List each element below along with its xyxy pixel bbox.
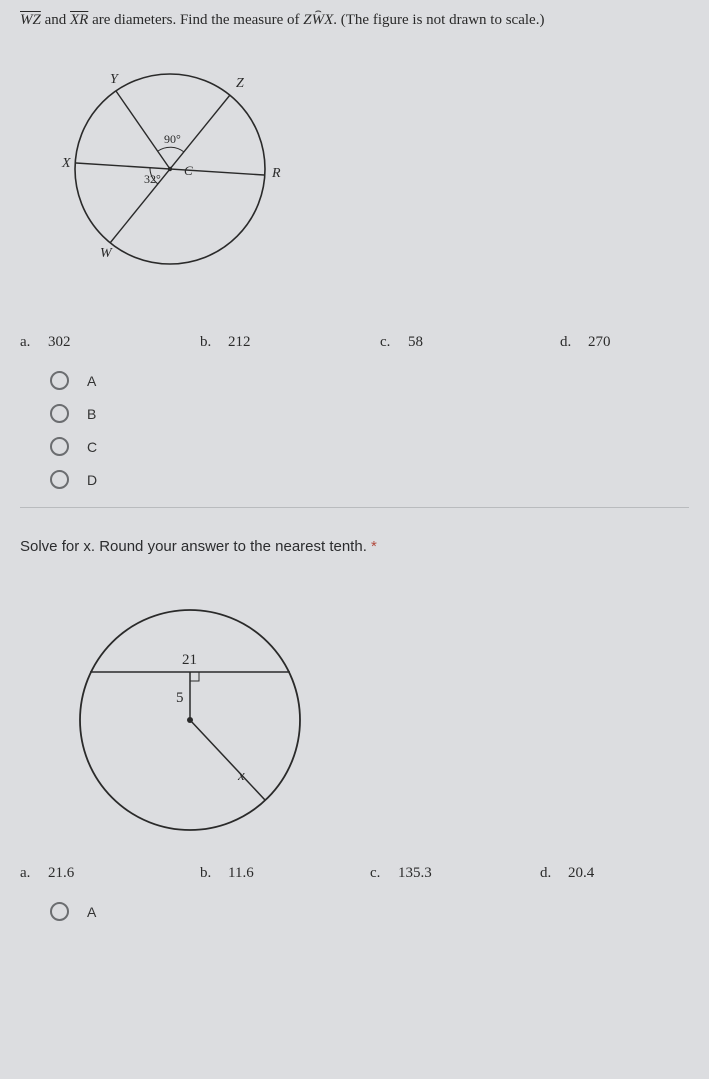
divider [20, 507, 689, 508]
q1-option-a[interactable]: A [50, 371, 689, 390]
perp-5: 5 [176, 690, 184, 706]
q1-figure: Y Z X R W C 90° 32° [50, 59, 689, 294]
q1-option-b[interactable]: B [50, 404, 689, 423]
label-r: R [271, 166, 281, 181]
seg-wz: WZ [20, 12, 41, 28]
label-c: C [184, 163, 193, 178]
angle-90: 90° [164, 132, 181, 146]
q1-options: A B C D [50, 371, 689, 489]
q1-prompt: WZ and XR are diameters. Find the measur… [20, 12, 689, 29]
radio-icon [50, 437, 69, 456]
q2-figure: 21 5 x [60, 590, 689, 845]
q1-option-d[interactable]: D [50, 470, 689, 489]
q2-options: A [50, 902, 689, 921]
label-y: Y [110, 72, 120, 87]
seg-xr: XR [70, 12, 88, 28]
q1-option-c[interactable]: C [50, 437, 689, 456]
q2-answers: a.21.6 b.11.6 c.135.3 d.20.4 [20, 865, 689, 882]
chord-21: 21 [182, 652, 197, 668]
radio-icon [50, 470, 69, 489]
label-x: X [61, 156, 71, 171]
radio-icon [50, 371, 69, 390]
required-star: * [371, 538, 377, 555]
radius-x: x [237, 768, 245, 784]
radio-icon [50, 404, 69, 423]
label-w: W [100, 246, 113, 261]
q1-answers: a.302 b.212 c.58 d.270 [20, 334, 689, 351]
q2-option-a[interactable]: A [50, 902, 689, 921]
q2-prompt: Solve for x. Round your answer to the ne… [20, 538, 689, 555]
angle-32: 32° [144, 172, 161, 186]
label-z: Z [236, 76, 244, 91]
radio-icon [50, 902, 69, 921]
